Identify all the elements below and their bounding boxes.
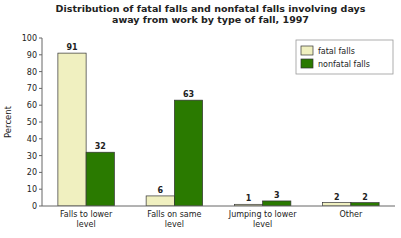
x-tick-label: Jumping to lowerlevel [228,210,297,229]
x-tick-label-line: level [165,220,184,229]
title: Distribution of fatal falls and nonfatal… [56,3,366,25]
legend: fatal falls nonfatal falls [296,40,393,74]
legend-swatch [301,59,313,68]
x-tick-label: Falls to lowerlevel [60,210,113,229]
y-tick-label: 10 [27,185,37,194]
x-axis-line [42,206,395,207]
data-label: 32 [95,142,106,151]
y-axis-line [42,38,43,206]
title-line: Distribution of fatal falls and nonfatal… [56,3,366,14]
legend-label: nonfatal falls [318,60,370,69]
x-tick-label: Falls on samelevel [147,210,201,229]
bar [58,53,86,206]
data-label: 2 [362,193,368,202]
y-axis-label: Percent [3,105,13,138]
data-label: 3 [274,191,280,200]
chart-container: Distribution of fatal falls and nonfatal… [0,0,401,238]
x-tick-label-line: level [253,220,272,229]
data-label: 2 [334,193,340,202]
bar [323,203,351,206]
y-tick-label: 70 [27,84,37,93]
y-tick-label: 40 [27,135,37,144]
data-label: 63 [183,90,194,99]
bar [351,203,379,206]
bar [174,100,202,206]
y-tick-label: 60 [27,101,37,110]
data-label: 1 [246,194,252,203]
y-tick-label: 90 [27,51,37,60]
x-tick-label-line: Other [340,210,363,219]
x-tick-label-line: Falls on same [147,210,201,219]
y-tick-label: 20 [27,168,37,177]
y-tick-label: 80 [27,68,37,77]
data-label: 6 [157,186,163,195]
legend-box [296,40,393,74]
bars [58,53,379,206]
chart-svg: Distribution of fatal falls and nonfatal… [0,0,401,238]
legend-label: fatal falls [318,47,355,56]
legend-swatch [301,46,313,55]
y-tick-label: 100 [22,34,37,43]
bar [146,196,174,206]
x-tick-label-line: level [77,220,96,229]
x-tick-label-line: Falls to lower [60,210,113,219]
bar [263,201,291,206]
x-tick-label-line: Jumping to lower [228,210,297,219]
title-line: away from work by type of fall, 1997 [112,14,309,25]
x-tick-label: Other [340,210,363,219]
y-tick-label: 0 [32,202,37,211]
y-tick-label: 50 [27,118,37,127]
data-label: 91 [66,43,78,52]
y-tick-label: 30 [27,152,37,161]
bar [86,152,114,206]
